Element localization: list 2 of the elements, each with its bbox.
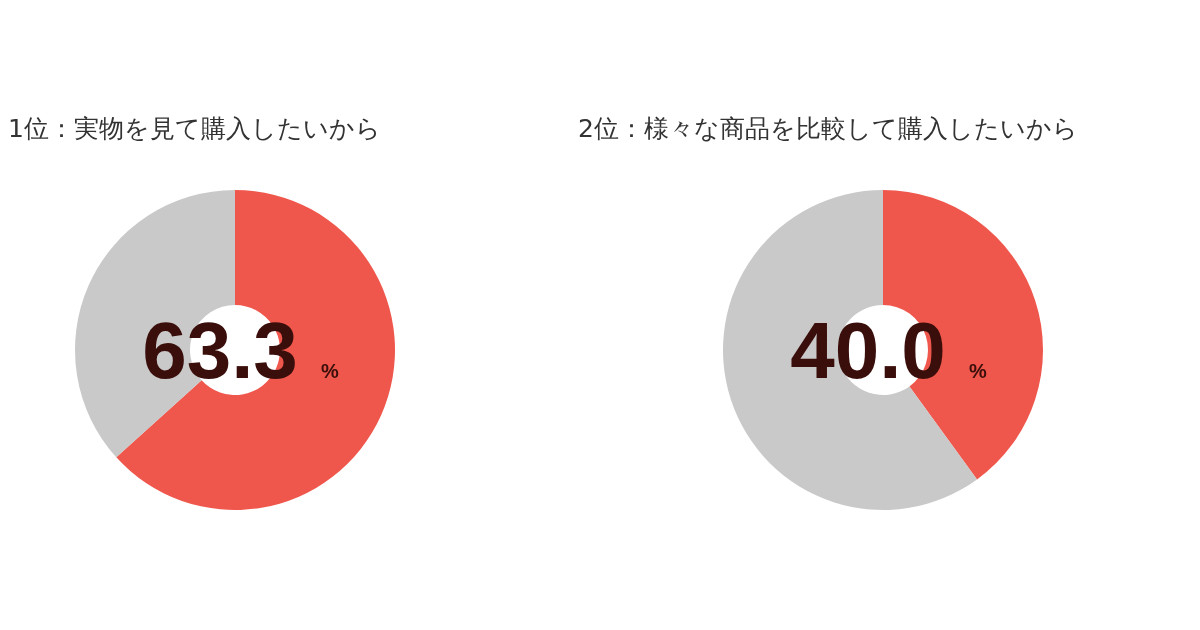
chart-title: 2位：様々な商品を比較して購入したいから [578, 114, 1078, 143]
chart-title: 1位：実物を見て購入したいから [8, 114, 381, 143]
